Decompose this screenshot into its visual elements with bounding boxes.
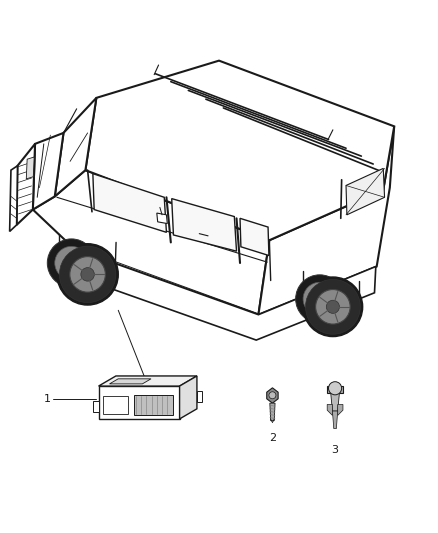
Circle shape [303, 282, 336, 316]
Polygon shape [267, 388, 278, 403]
Polygon shape [134, 395, 173, 415]
Polygon shape [26, 157, 34, 179]
Polygon shape [85, 61, 394, 240]
Polygon shape [172, 199, 237, 251]
Circle shape [81, 268, 94, 281]
Text: 2: 2 [269, 433, 276, 443]
Circle shape [328, 382, 342, 395]
Polygon shape [346, 168, 385, 215]
Polygon shape [93, 401, 99, 413]
Circle shape [60, 246, 116, 303]
Polygon shape [10, 166, 18, 231]
Polygon shape [327, 386, 343, 393]
Text: 3: 3 [332, 445, 339, 455]
Polygon shape [110, 379, 151, 384]
Polygon shape [93, 174, 166, 232]
Text: 1: 1 [44, 394, 51, 404]
Circle shape [55, 246, 88, 280]
Polygon shape [33, 133, 64, 209]
Polygon shape [99, 386, 180, 419]
Polygon shape [17, 144, 35, 225]
Polygon shape [270, 403, 275, 421]
Circle shape [47, 239, 95, 287]
Polygon shape [55, 98, 96, 197]
Polygon shape [180, 376, 197, 419]
Polygon shape [240, 219, 269, 255]
Polygon shape [99, 376, 197, 386]
Polygon shape [332, 411, 338, 429]
Circle shape [305, 279, 360, 334]
Polygon shape [33, 170, 269, 314]
Polygon shape [197, 391, 202, 402]
Polygon shape [338, 405, 343, 415]
Circle shape [57, 244, 118, 305]
Polygon shape [157, 213, 167, 223]
Circle shape [326, 300, 339, 313]
Polygon shape [331, 393, 339, 411]
Polygon shape [327, 405, 332, 415]
Polygon shape [103, 396, 128, 414]
Polygon shape [258, 126, 394, 314]
Circle shape [296, 275, 344, 323]
Circle shape [269, 392, 276, 399]
Circle shape [303, 277, 363, 336]
Circle shape [70, 256, 106, 292]
Polygon shape [71, 249, 376, 340]
Circle shape [316, 289, 350, 324]
